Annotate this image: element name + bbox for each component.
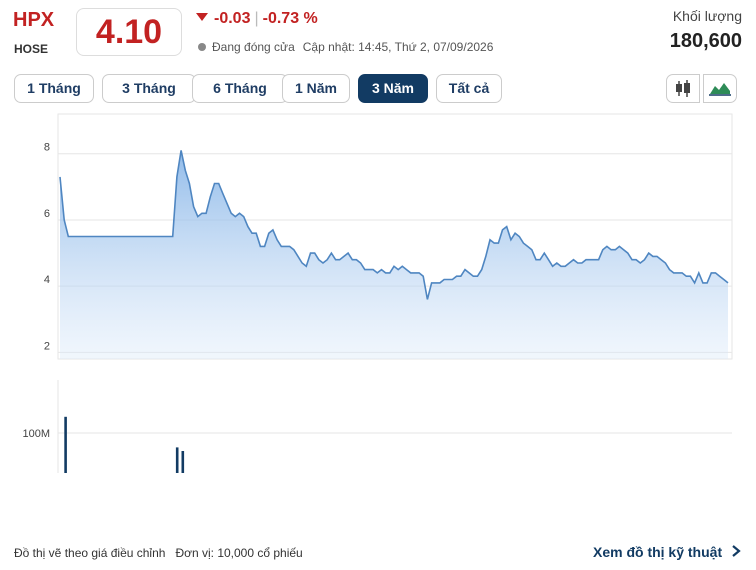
price-change: -0.03 | -0.73 % [196,10,318,28]
adjusted-price-note: Đồ thị vẽ theo giá điều chỉnh [14,546,166,560]
change-separator: | [254,10,259,27]
stock-symbol: HPX [13,9,55,31]
price-y-tick-label: 4 [44,274,50,286]
volume-bar [175,447,179,473]
price-y-tick-label: 6 [44,208,50,220]
volume-value: 180,600 [669,30,742,52]
market-status: Đang đóng cửa Cập nhật: 14:45, Thứ 2, 07/… [198,40,493,54]
price-y-tick-label: 2 [44,340,50,352]
exchange-label: HOSE [14,42,49,56]
volume-y-tick-label: 100M [22,428,50,440]
change-percent: -0.73 % [262,10,318,27]
price-y-tick-label: 8 [44,142,50,154]
price-area [60,150,728,359]
tab-1-month[interactable]: 1 Tháng [14,74,94,103]
volume-bar [181,451,185,473]
tab-3-months[interactable]: 3 Tháng [102,74,196,103]
volume-unit-note: Đơn vị: 10,000 cổ phiếu [175,546,303,560]
candlestick-icon [676,80,690,97]
update-time: Cập nhật: 14:45, Thứ 2, 07/09/2026 [302,40,494,54]
current-price: 4.10 [76,8,182,56]
volume-label: Khối lượng [672,8,742,24]
candlestick-button[interactable] [666,74,700,103]
technical-chart-link-label: Xem đồ thị kỹ thuật [592,544,723,560]
tab-3-years[interactable]: 3 Năm [358,74,428,103]
area-chart-button[interactable] [703,74,737,103]
volume-grid [57,380,732,473]
price-line [59,150,729,300]
chevron-right-icon [732,545,741,557]
status-dot-icon [198,43,206,51]
volume-bar [64,416,67,473]
area-chart-icon [709,83,731,96]
down-arrow-icon [196,13,208,21]
technical-chart-link[interactable]: Xem đồ thị kỹ thuật [593,544,742,560]
volume-bars [64,416,185,473]
price-y-axis: 2 4 6 8 [44,142,50,353]
status-text: Đang đóng cửa [212,40,295,54]
tab-all[interactable]: Tất cả [436,74,502,103]
chart-footnote: Đồ thị vẽ theo giá điều chỉnh Đơn vị: 10,… [14,546,303,560]
volume-y-axis: 050M100M [22,428,50,440]
tab-6-months[interactable]: 6 Tháng [192,74,288,103]
change-value: -0.03 [214,10,251,27]
tab-1-year[interactable]: 1 Năm [282,74,350,103]
